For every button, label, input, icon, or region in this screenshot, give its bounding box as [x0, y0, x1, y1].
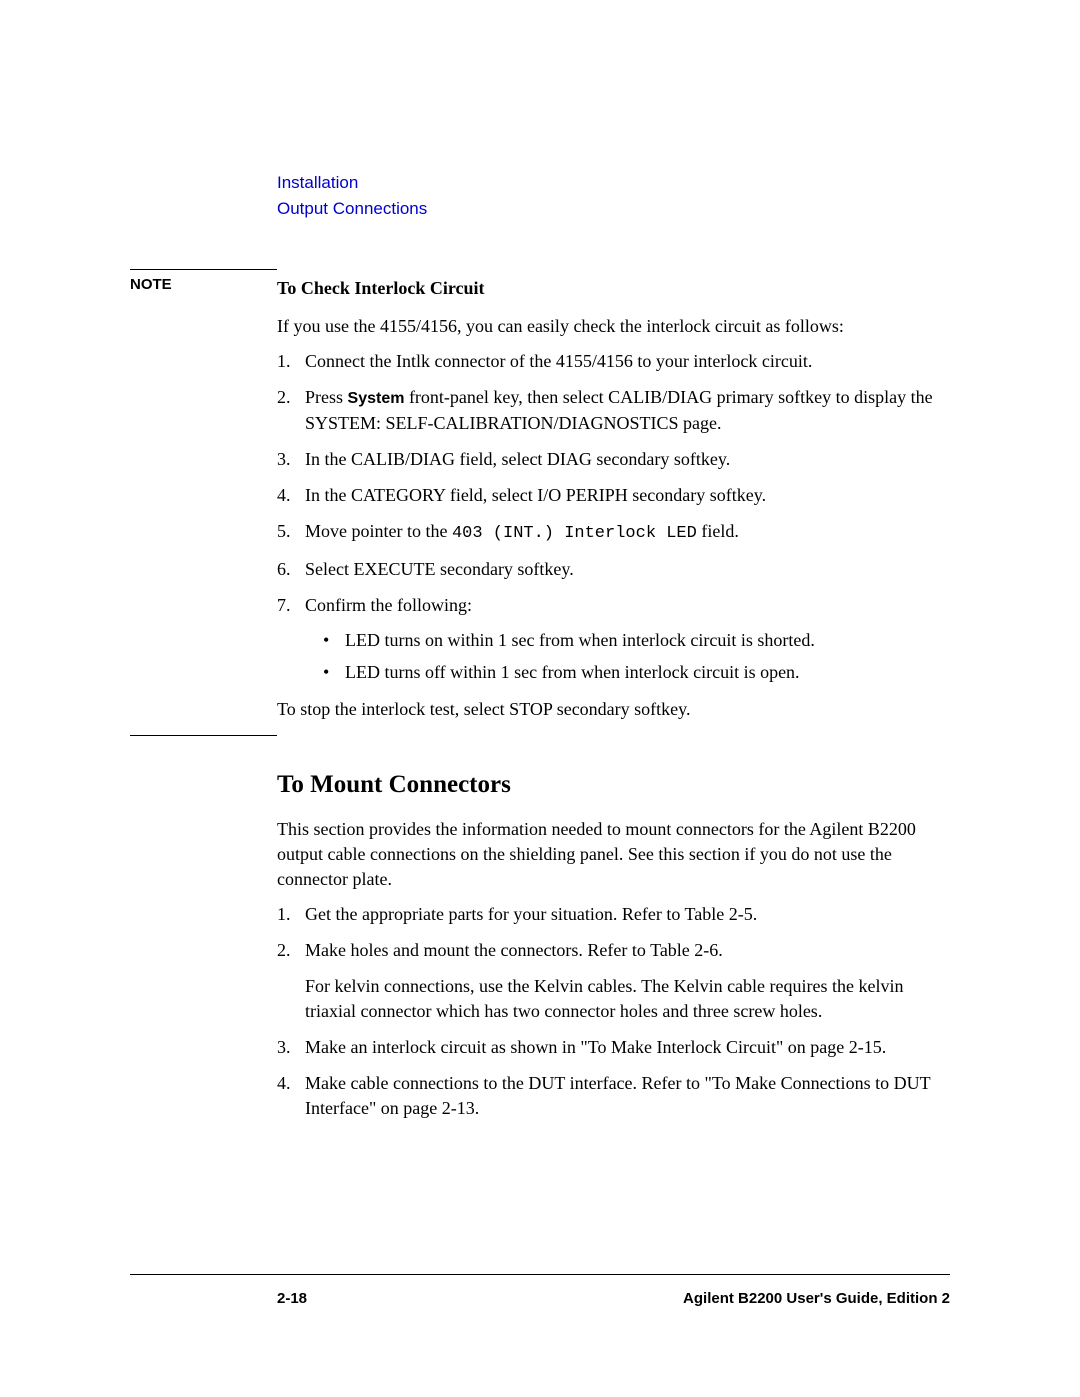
note-step-5: Move pointer to the 403 (INT.) Interlock…	[277, 519, 950, 546]
note-confirm-list: LED turns on within 1 sec from when inte…	[323, 627, 950, 686]
note-step-2: Press System front-panel key, then selec…	[277, 385, 950, 436]
note-step-3: In the CALIB/DIAG field, select DIAG sec…	[277, 447, 950, 472]
section-step-1: Get the appropriate parts for your situa…	[277, 902, 950, 927]
section-step-4: Make cable connections to the DUT interf…	[277, 1071, 950, 1121]
note-outro: To stop the interlock test, select STOP …	[277, 697, 950, 722]
note-end-rule	[130, 735, 277, 736]
note-step-4: In the CATEGORY field, select I/O PERIPH…	[277, 483, 950, 508]
system-key-label: System	[348, 390, 405, 407]
footer-page-number: 2-18	[277, 1290, 307, 1307]
page-footer: 2-18 Agilent B2200 User's Guide, Edition…	[130, 1274, 950, 1307]
note-step-1: Connect the Intlk connector of the 4155/…	[277, 349, 950, 374]
header-link-output: Output Connections	[277, 196, 950, 222]
note-steps-list: Connect the Intlk connector of the 4155/…	[277, 349, 950, 685]
header-breadcrumb: Installation Output Connections	[277, 170, 950, 221]
note-step-7: Confirm the following: LED turns on with…	[277, 593, 950, 685]
footer-doc-title: Agilent B2200 User's Guide, Edition 2	[683, 1290, 950, 1307]
interlock-led-field: 403 (INT.) Interlock LED	[452, 524, 697, 543]
note-step-6: Select EXECUTE secondary softkey.	[277, 557, 950, 582]
note-bullet-2: LED turns off within 1 sec from when int…	[323, 659, 950, 686]
header-link-installation: Installation	[277, 170, 950, 196]
section-heading: To Mount Connectors	[277, 771, 950, 799]
section-step-2: Make holes and mount the connectors. Ref…	[277, 938, 950, 1024]
section-step-2-sub: For kelvin connections, use the Kelvin c…	[305, 974, 950, 1024]
note-intro: If you use the 4155/4156, you can easily…	[277, 314, 950, 339]
section-steps-list: Get the appropriate parts for your situa…	[277, 902, 950, 1121]
note-title: To Check Interlock Circuit	[277, 278, 950, 299]
section-step-3: Make an interlock circuit as shown in "T…	[277, 1035, 950, 1060]
section-intro: This section provides the information ne…	[277, 817, 950, 893]
note-label: NOTE	[130, 276, 277, 293]
note-bullet-1: LED turns on within 1 sec from when inte…	[323, 627, 950, 654]
